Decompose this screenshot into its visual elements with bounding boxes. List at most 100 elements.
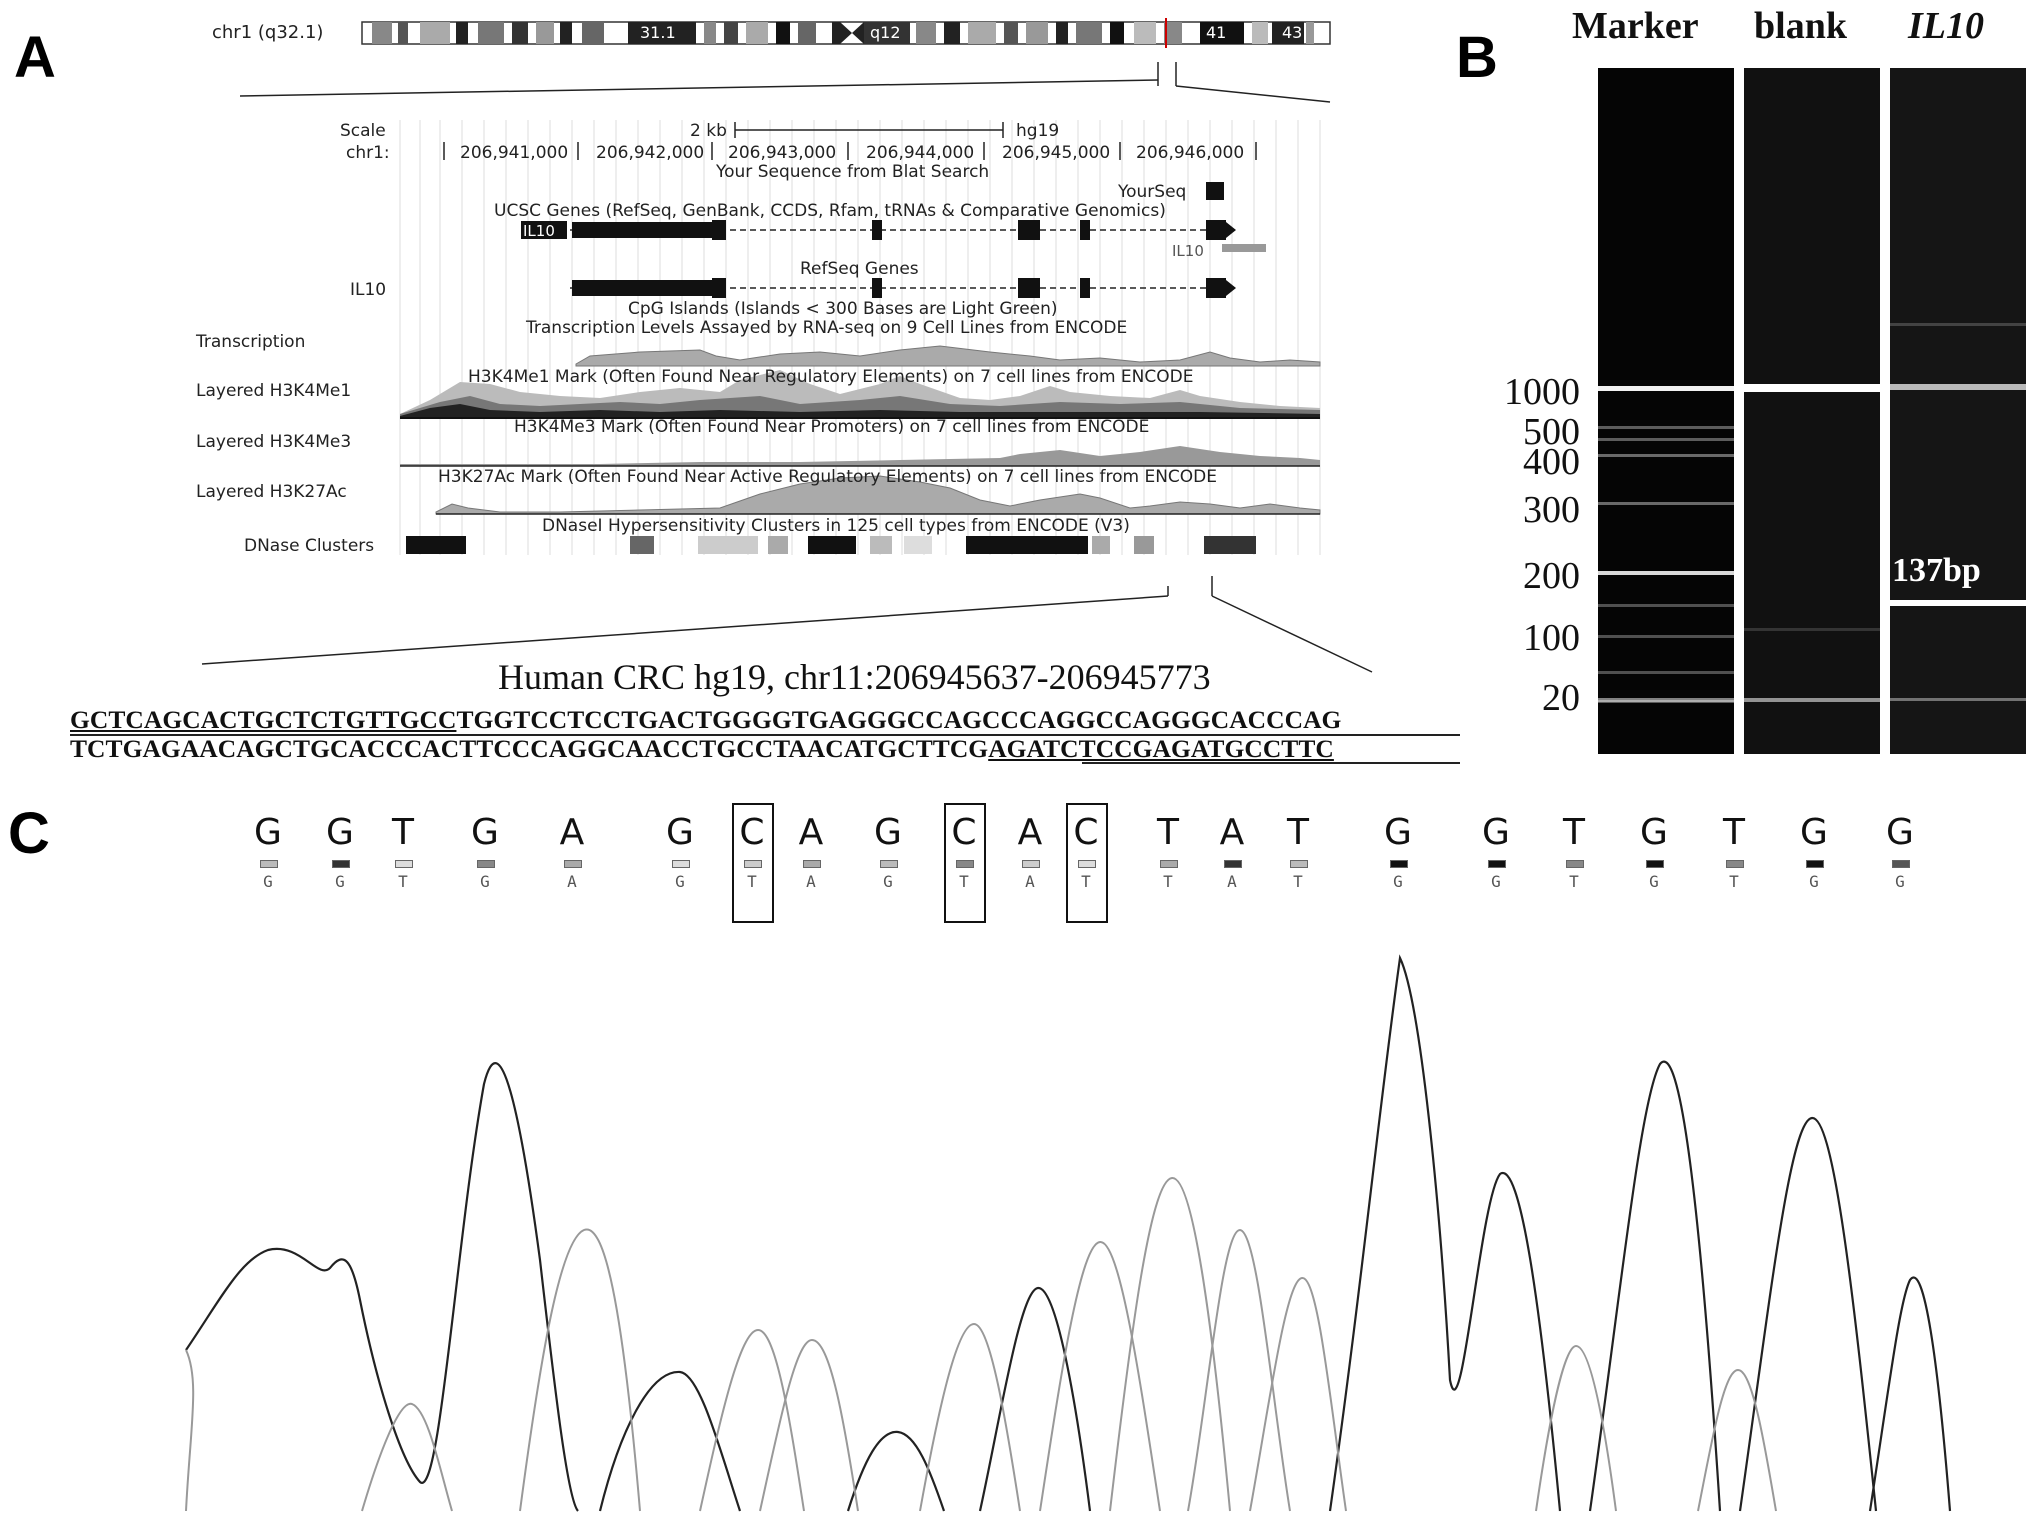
reference-base: T <box>1569 872 1579 891</box>
quality-indicator <box>672 860 690 868</box>
base-call: A <box>559 812 585 853</box>
base-call: C <box>951 812 977 853</box>
reference-base: T <box>959 872 969 891</box>
sequence-line-2: TCTGAGAACAGCTGCACCCACTTCCCAGGCAACCTGCCTA… <box>70 734 1334 764</box>
base-call: A <box>1017 812 1043 853</box>
base-call: T <box>1287 812 1309 853</box>
chromosome-label: chr1 (q32.1) <box>212 22 324 43</box>
blat-track-title: Your Sequence from Blat Search <box>716 162 990 182</box>
reference-base: G <box>1809 872 1819 891</box>
h3k27ac-track-title: H3K27Ac Mark (Often Found Near Active Re… <box>438 467 1217 487</box>
gel-header-blank: blank <box>1754 5 1847 47</box>
base-call: A <box>1219 812 1245 853</box>
position-tick-label: 206,946,000 <box>1136 143 1245 163</box>
h3k27ac-track-label: Layered H3K27Ac <box>196 482 347 502</box>
h3k4me1-track-title: H3K4Me1 Mark (Often Found Near Regulator… <box>468 367 1194 387</box>
cpg-track-title: CpG Islands (Islands < 300 Bases are Lig… <box>628 299 1058 319</box>
ladder-label: 500 <box>1523 411 1580 453</box>
base-call: G <box>254 812 282 853</box>
quality-indicator <box>1078 860 1096 868</box>
reference-base: A <box>1227 872 1237 891</box>
sequence-line-1: GCTCAGCACTGCTCTGTTGCCTGGTCCTCCTGACTGGGGT… <box>70 705 1341 735</box>
quality-indicator <box>1022 860 1040 868</box>
quality-indicator <box>1806 860 1824 868</box>
gel-lane-il10 <box>1890 68 2026 754</box>
quality-indicator <box>1488 860 1506 868</box>
panel-label-c: C <box>8 801 50 866</box>
base-call: T <box>392 812 414 853</box>
reference-base: G <box>675 872 685 891</box>
ideogram-band-label: 31.1 <box>640 23 676 42</box>
sequence-title: Human CRC hg19, chr11:206945637-20694577… <box>498 657 1211 697</box>
product-size-label: 137bp <box>1892 552 1981 589</box>
scale-bar-label: 2 kb <box>690 121 727 141</box>
refseq-track-label: IL10 <box>350 280 387 300</box>
base-call: T <box>1723 812 1745 853</box>
chromosome-ideogram <box>361 18 1331 48</box>
quality-indicator <box>1224 860 1242 868</box>
ladder-label: 20 <box>1542 677 1580 719</box>
base-call: A <box>798 812 824 853</box>
quality-indicator <box>1726 860 1744 868</box>
reference-base: A <box>806 872 816 891</box>
ideogram-band-label: 43 <box>1282 23 1303 42</box>
dnase-track-title: DNaseI Hypersensitivity Clusters in 125 … <box>542 516 1130 536</box>
quality-indicator <box>1566 860 1584 868</box>
base-call: G <box>1800 812 1828 853</box>
ucsc-browser-figure <box>70 18 1460 764</box>
quality-indicator <box>1892 860 1910 868</box>
methylation-site-box <box>1066 803 1108 923</box>
position-tick-label: 206,945,000 <box>1002 143 1111 163</box>
quality-indicator <box>395 860 413 868</box>
quality-indicator <box>260 860 278 868</box>
base-call: T <box>1563 812 1585 853</box>
gel-lane-blank <box>1744 68 1880 754</box>
reference-base: T <box>1293 872 1303 891</box>
quality-indicator <box>956 860 974 868</box>
refseq-gene-model <box>570 278 1236 298</box>
gene-name-label-small: IL10 <box>1172 242 1204 260</box>
sequence-line-2-plain: TCTGAGAACAGCTGCACCCACTTCCCAGGCAACCTGCCTA… <box>70 734 989 763</box>
base-call: G <box>666 812 694 853</box>
reference-base: G <box>1491 872 1501 891</box>
transcription-signal <box>575 345 1321 367</box>
gene-name-label: IL10 <box>523 222 555 240</box>
reference-base: T <box>398 872 408 891</box>
quality-indicator <box>332 860 350 868</box>
ideogram-band-label: q12 <box>870 23 901 42</box>
h3k27ac-signal <box>435 475 1321 515</box>
refseq-track-title: RefSeq Genes <box>800 259 919 279</box>
reference-base: G <box>480 872 490 891</box>
reference-base: G <box>335 872 345 891</box>
h3k4me3-track-title: H3K4Me3 Mark (Often Found Near Promoters… <box>514 417 1150 437</box>
base-call: T <box>1157 812 1179 853</box>
base-call: G <box>471 812 499 853</box>
yourseq-label: YourSeq <box>1118 182 1187 202</box>
reference-base: G <box>1649 872 1659 891</box>
h3k4me3-signal <box>400 446 1320 467</box>
transcription-track-label: Transcription <box>196 332 306 352</box>
chr-coordinate-label: chr1: <box>346 143 390 163</box>
methylation-site-box <box>732 803 774 923</box>
reference-base: T <box>1729 872 1739 891</box>
reference-base: G <box>1895 872 1905 891</box>
ladder-label: 100 <box>1523 617 1580 659</box>
position-tick-label: 206,941,000 <box>460 143 569 163</box>
scale-label: Scale <box>340 121 386 141</box>
quality-indicator <box>1390 860 1408 868</box>
h3k4me1-signal <box>400 370 1320 419</box>
quality-indicator <box>477 860 495 868</box>
reference-base: G <box>263 872 273 891</box>
chromatogram-traces <box>185 954 1952 1512</box>
panel-label-b: B <box>1456 25 1498 90</box>
ucsc-gene-model <box>521 220 1266 252</box>
ucsc-genes-title: UCSC Genes (RefSeq, GenBank, CCDS, Rfam,… <box>494 201 1166 221</box>
reverse-primer: AGATCTCCGAGATGCCTTC <box>988 734 1334 763</box>
position-tick-label: 206,942,000 <box>596 143 705 163</box>
dnase-clusters <box>406 536 1256 554</box>
assembly-label: hg19 <box>1016 121 1060 141</box>
reference-base: A <box>567 872 577 891</box>
ladder-label: 1000 <box>1504 371 1580 413</box>
dnase-track-label: DNase Clusters <box>244 536 375 556</box>
quality-indicator <box>880 860 898 868</box>
